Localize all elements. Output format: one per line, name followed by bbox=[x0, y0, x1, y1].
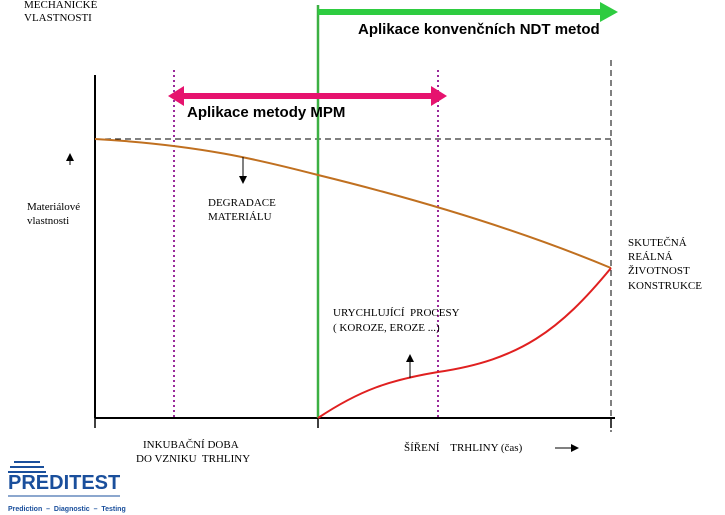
axis-ticks bbox=[94, 418, 612, 428]
incubation-label: DO VZNIKU TRHLINY bbox=[136, 453, 250, 465]
degradation-label: DEGRADACE bbox=[208, 197, 276, 209]
lifetime-label: ŽIVOTNOST bbox=[628, 265, 690, 277]
mpm-label: Aplikace metody MPM bbox=[187, 104, 345, 121]
logo-tagline: Prediction – Diagnostic – Testing bbox=[8, 506, 126, 513]
processes-label: ( KOROZE, EROZE ...) bbox=[333, 322, 440, 334]
ndt-label: Aplikace konvenčních NDT metod bbox=[358, 21, 600, 38]
crack-label: ŠÍŘENÍ TRHLINY (čas) bbox=[404, 442, 523, 454]
processes-label: URYCHLUJÍCÍ PROCESY bbox=[333, 307, 460, 319]
property-curve bbox=[94, 138, 612, 269]
property-label: Materiálové bbox=[27, 201, 80, 213]
property-label: vlastnosti bbox=[27, 215, 69, 227]
arrows bbox=[66, 153, 579, 452]
degradation-label: MATERIÁLU bbox=[208, 211, 272, 223]
axis-label: VLASTNOSTI bbox=[24, 12, 92, 24]
logo-name: PREDITEST bbox=[8, 472, 120, 494]
ndt-arrow-head bbox=[600, 2, 618, 22]
crack-curve bbox=[317, 267, 612, 419]
incubation-label: INKUBAČNÍ DOBA bbox=[143, 439, 239, 451]
lifetime-label: KONSTRUKCE bbox=[628, 280, 702, 292]
lifetime-label: REÁLNÁ bbox=[628, 251, 673, 263]
logo: PREDITEST Prediction – Diagnostic – Test… bbox=[8, 461, 126, 513]
axis-label: MECHANICKÉ bbox=[24, 0, 98, 11]
lifetime-label: SKUTEČNÁ bbox=[628, 237, 687, 249]
